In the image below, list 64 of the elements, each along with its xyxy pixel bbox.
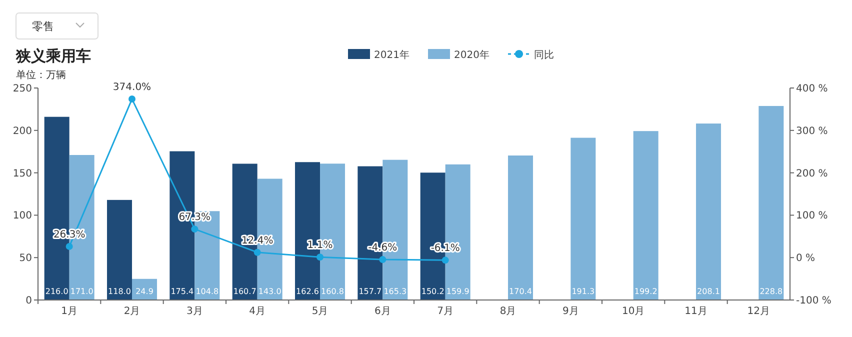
x-tick-label: 1月 — [61, 306, 78, 317]
data-label: 26.3% — [53, 229, 86, 240]
y-tick-label: 200 — [12, 126, 32, 137]
bar — [107, 200, 132, 300]
dropdown-field: 零售 — [16, 12, 98, 40]
point — [316, 254, 324, 261]
point — [66, 242, 73, 250]
data-label: 171.0 — [70, 287, 94, 296]
y-tick-label: 250 — [12, 84, 32, 94]
y2-tick-label: 300 % — [796, 126, 828, 137]
data-label: 160.8 — [321, 287, 344, 296]
data-label: 24.9 — [136, 287, 154, 296]
y2-tick-label: 200 % — [796, 168, 828, 180]
data-label: 159.9 — [446, 287, 470, 296]
x-tick-label: 3月 — [186, 306, 203, 317]
data-label: 216.0 — [45, 287, 68, 296]
data-label: 118.0 — [108, 287, 131, 296]
legend-label: 2021年 — [374, 49, 410, 61]
bar — [758, 106, 784, 300]
data-label: 157.7 — [358, 287, 382, 296]
chart-title: 狭义乘用车 — [15, 47, 91, 65]
point — [128, 96, 136, 103]
data-label: 199.2 — [634, 287, 658, 296]
data-label: 143.0 — [258, 287, 282, 296]
data-label: 374.0% — [112, 82, 152, 94]
y-tick-label: 100 — [12, 210, 32, 222]
data-label: 160.7 — [233, 287, 256, 296]
data-label: 104.8 — [196, 287, 219, 296]
bar — [570, 138, 596, 300]
data-label: 170.4 — [509, 287, 532, 296]
data-label: 162.6 — [296, 287, 319, 296]
y2-tick-label: 0 % — [796, 253, 816, 264]
x-tick-label: 4月 — [249, 306, 266, 317]
y-tick-label: 50 — [19, 253, 32, 264]
data-label: 228.8 — [760, 287, 783, 296]
bar — [633, 131, 658, 300]
data-label: 191.3 — [572, 287, 595, 296]
y-tick-label: 0 — [26, 296, 32, 306]
data-label: 165.3 — [384, 287, 407, 296]
x-tick-label: 5月 — [312, 306, 328, 317]
y2-tick-label: 400 % — [796, 84, 828, 94]
data-label: 208.1 — [697, 287, 720, 296]
x-tick-label: 9月 — [562, 306, 579, 317]
data-label: 175.4 — [170, 287, 194, 296]
x-tick-label: 8月 — [500, 306, 516, 317]
point — [191, 226, 198, 233]
data-label: 150.2 — [421, 287, 444, 296]
chart-subtitle: 单位：万辆 — [16, 69, 66, 81]
y2-tick-label: -100 % — [796, 296, 832, 306]
legend-label: 同比 — [534, 49, 554, 61]
x-tick-label: 7月 — [437, 306, 454, 317]
x-tick-label: 10月 — [622, 306, 645, 317]
x-tick-label: 11月 — [684, 306, 708, 317]
y2-tick-label: 100 % — [796, 210, 828, 222]
x-tick-label: 6月 — [374, 306, 391, 317]
legend-label: 2020年 — [454, 49, 490, 61]
y-tick-label: 150 — [12, 168, 32, 180]
x-tick-label: 2月 — [124, 306, 140, 317]
x-tick-label: 12月 — [747, 306, 770, 317]
bar — [508, 156, 533, 300]
bar — [696, 124, 721, 300]
point — [254, 248, 261, 256]
point — [442, 256, 449, 264]
point — [379, 256, 386, 264]
